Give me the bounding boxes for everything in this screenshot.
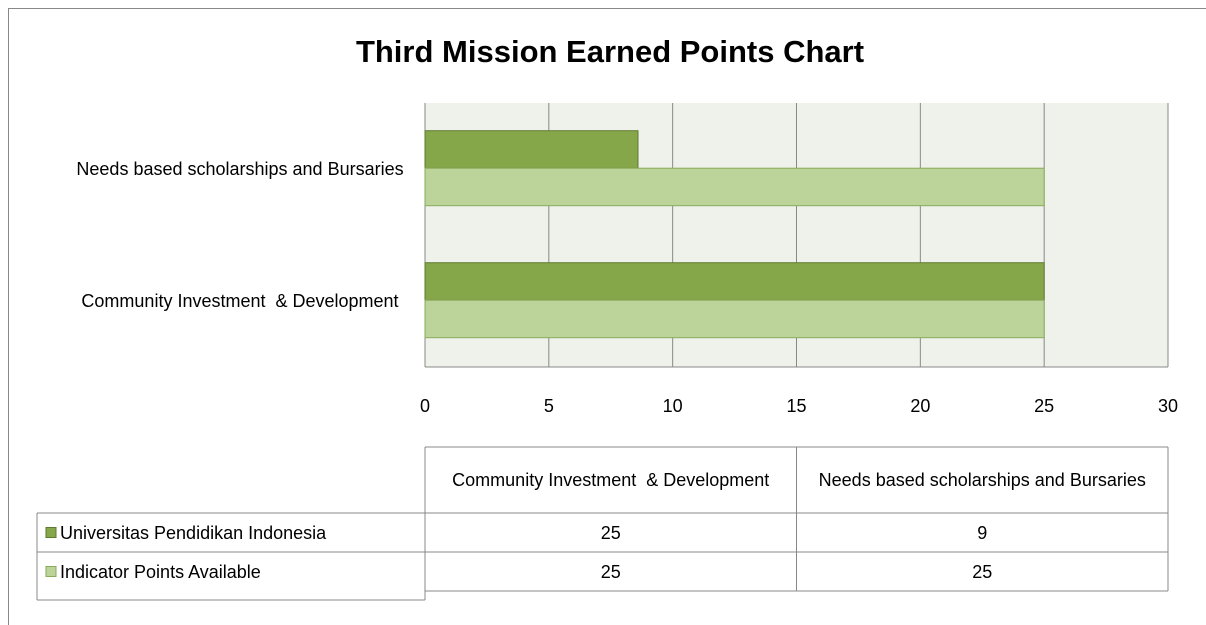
bar <box>424 299 1045 339</box>
bar <box>424 130 639 169</box>
y-tick-label: Needs based scholarships and Bursaries <box>76 159 404 179</box>
legend-label: Indicator Points Available <box>60 561 261 582</box>
table-value: 9 <box>977 522 988 543</box>
x-tick-label: 0 <box>419 396 430 416</box>
y-tick-label: Community Investment & Development <box>81 291 399 311</box>
chart-title: Third Mission Earned Points Chart <box>355 34 865 69</box>
x-tick-label: 10 <box>662 396 683 416</box>
table-header: Needs based scholarships and Bursaries <box>818 470 1146 490</box>
x-tick-label: 5 <box>543 396 554 416</box>
bar <box>424 262 1045 301</box>
bar <box>424 167 1045 207</box>
legend-swatch <box>45 566 57 577</box>
table-header: Community Investment & Development <box>452 470 770 490</box>
x-tick-label: 25 <box>1034 396 1055 416</box>
legend-label: Universitas Pendidikan Indonesia <box>60 522 327 543</box>
table-value: 25 <box>600 561 621 582</box>
table-value: 25 <box>972 561 993 582</box>
legend-swatch <box>45 527 57 538</box>
x-tick-label: 20 <box>910 396 931 416</box>
x-tick-label: 15 <box>786 396 807 416</box>
x-tick-label: 30 <box>1157 396 1179 416</box>
table-value: 25 <box>600 522 621 543</box>
